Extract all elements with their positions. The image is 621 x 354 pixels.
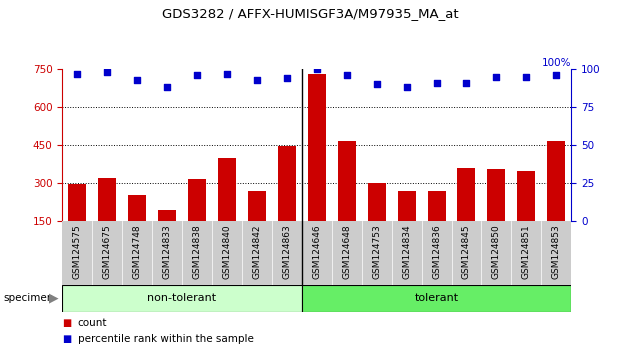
Point	[342, 72, 351, 78]
Bar	[98, 178, 116, 221]
Bar	[248, 191, 266, 221]
Text: GSM124842: GSM124842	[252, 224, 261, 279]
Text: GSM124575: GSM124575	[73, 224, 81, 279]
Text: GSM124646: GSM124646	[312, 224, 321, 279]
Point	[312, 66, 322, 72]
Text: GSM124834: GSM124834	[402, 224, 411, 279]
Point	[432, 80, 442, 86]
Point	[72, 71, 82, 76]
Point	[222, 71, 232, 76]
Text: ■: ■	[62, 334, 71, 344]
Bar	[62, 285, 302, 312]
Bar	[397, 191, 415, 221]
Bar	[302, 285, 571, 312]
Bar	[338, 141, 356, 221]
Text: GSM124838: GSM124838	[193, 224, 201, 279]
Bar	[517, 171, 535, 221]
Text: GSM124833: GSM124833	[163, 224, 171, 279]
Text: GSM124845: GSM124845	[462, 224, 471, 279]
Text: GSM124850: GSM124850	[492, 224, 501, 279]
Text: GSM124748: GSM124748	[132, 224, 142, 279]
Bar	[188, 179, 206, 221]
Bar	[487, 169, 505, 221]
Bar	[158, 210, 176, 221]
Bar	[458, 168, 476, 221]
Point	[162, 85, 172, 90]
Text: GDS3282 / AFFX-HUMISGF3A/M97935_MA_at: GDS3282 / AFFX-HUMISGF3A/M97935_MA_at	[162, 7, 459, 20]
Bar	[547, 141, 565, 221]
Text: non-tolerant: non-tolerant	[147, 293, 217, 303]
Text: GSM124851: GSM124851	[522, 224, 531, 279]
Text: GSM124863: GSM124863	[283, 224, 291, 279]
Point	[282, 75, 292, 81]
Bar	[278, 147, 296, 221]
Text: ■: ■	[62, 318, 71, 328]
Point	[102, 69, 112, 75]
Point	[522, 74, 532, 80]
Point	[192, 72, 202, 78]
Text: ▶: ▶	[50, 292, 59, 305]
Text: percentile rank within the sample: percentile rank within the sample	[78, 334, 253, 344]
Text: GSM124853: GSM124853	[552, 224, 561, 279]
Point	[402, 85, 412, 90]
Text: GSM124753: GSM124753	[372, 224, 381, 279]
Text: count: count	[78, 318, 107, 328]
Bar	[308, 74, 325, 221]
Point	[491, 74, 501, 80]
Bar	[368, 183, 386, 221]
Point	[252, 77, 262, 82]
Text: GSM124836: GSM124836	[432, 224, 441, 279]
Point	[551, 72, 561, 78]
Bar	[128, 195, 146, 221]
Text: GSM124675: GSM124675	[102, 224, 112, 279]
Text: 100%: 100%	[542, 57, 571, 68]
Point	[132, 77, 142, 82]
Text: GSM124840: GSM124840	[222, 224, 232, 279]
Point	[461, 80, 471, 86]
Bar	[218, 158, 236, 221]
Text: tolerant: tolerant	[414, 293, 458, 303]
Bar	[427, 191, 445, 221]
Bar	[68, 184, 86, 221]
Text: GSM124648: GSM124648	[342, 224, 351, 279]
Point	[371, 81, 381, 87]
Text: specimen: specimen	[3, 293, 53, 303]
